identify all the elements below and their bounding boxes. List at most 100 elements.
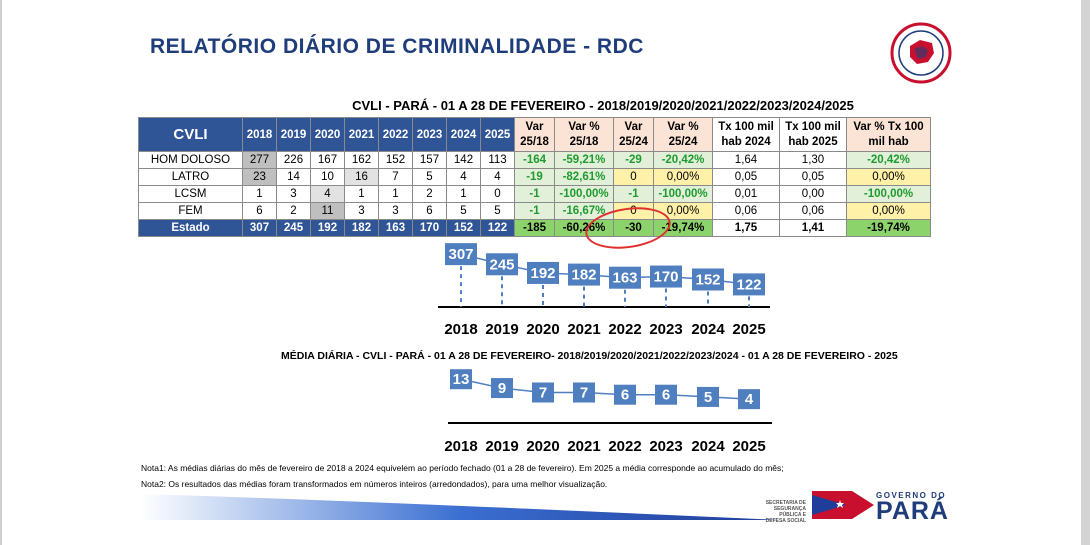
year-header: 2020 <box>310 117 345 152</box>
table-cell: 23 <box>242 168 277 186</box>
row-label: LATRO <box>138 168 243 186</box>
table-cell: 245 <box>276 219 311 237</box>
data-point-box <box>573 382 595 403</box>
cvli-header: CVLI <box>138 117 243 152</box>
table-cell: 192 <box>310 219 345 237</box>
table-cell: 4 <box>310 185 345 203</box>
x-tick-label: 2024 <box>691 438 725 455</box>
x-tick-label: 2024 <box>691 321 725 338</box>
year-header: 2024 <box>446 117 481 152</box>
table-cell: -29 <box>613 151 654 169</box>
year-header: 2022 <box>378 117 413 152</box>
data-label: 182 <box>571 267 596 284</box>
data-label: 5 <box>704 389 712 406</box>
table-cell: 0,00% <box>653 202 713 220</box>
cvli-table: CVLI 2018 2019 2020 2021 2022 2023 2024 … <box>138 117 931 237</box>
table-cell: 226 <box>276 151 311 169</box>
series-line <box>460 378 750 400</box>
table-cell: 122 <box>480 219 515 237</box>
data-label: 122 <box>736 276 761 293</box>
x-tick-label: 2023 <box>649 438 683 455</box>
table-cell: 277 <box>242 151 277 169</box>
table-cell: 182 <box>344 219 379 237</box>
data-point: 4 <box>738 389 760 410</box>
table-cell: 152 <box>378 151 413 169</box>
table-row: FEM 6 2 11 3 3 6 5 5 -1 -16,67% 0 0,00% … <box>138 202 931 220</box>
data-point: 5 <box>697 386 719 407</box>
data-point-box <box>491 378 513 399</box>
data-point: 6 <box>655 384 677 405</box>
data-point: 245 <box>486 253 518 276</box>
data-point: 9 <box>491 378 513 399</box>
data-point: 307 <box>445 243 477 266</box>
varp-25-24-header: Var % 25/24 <box>653 117 713 152</box>
data-point: 163 <box>609 266 641 289</box>
x-tick-label: 2018 <box>444 321 478 338</box>
table-cell: 3 <box>344 202 379 220</box>
table-cell: 0 <box>480 185 515 203</box>
row-label: FEM <box>138 202 243 220</box>
table-cell: 5 <box>480 202 515 220</box>
table-cell: 157 <box>412 151 447 169</box>
tx-2024-header: Tx 100 mil hab 2024 <box>712 117 780 152</box>
table-cell: 0,05 <box>712 168 780 186</box>
table-cell: 113 <box>480 151 515 169</box>
x-tick-label: 2021 <box>567 321 601 338</box>
table-cell: 307 <box>242 219 277 237</box>
data-point: 13 <box>450 369 472 390</box>
table-cell: -19 <box>514 168 555 186</box>
table-cell: -185 <box>514 219 555 237</box>
varp-25-18-header: Var % 25/18 <box>554 117 614 152</box>
seal-logo-icon <box>890 22 952 84</box>
table-cell: 0,00% <box>846 168 931 186</box>
table-cell: 0 <box>613 202 654 220</box>
row-label: LCSM <box>138 185 243 203</box>
tx-2025-header: Tx 100 mil hab 2025 <box>779 117 847 152</box>
total-row: Estado 307 245 192 182 163 170 152 122 -… <box>138 219 931 237</box>
table-cell: 2 <box>412 185 447 203</box>
var-25-24-header: Var 25/24 <box>613 117 654 152</box>
x-tick-label: 2025 <box>732 438 766 455</box>
table-cell: -100,00% <box>554 185 614 203</box>
data-label: 7 <box>580 385 588 402</box>
x-tick-label: 2022 <box>608 321 642 338</box>
data-point-box <box>650 265 682 288</box>
governo-text: GOVERNO DO <box>876 491 947 500</box>
data-label: 4 <box>745 391 754 408</box>
data-point-box <box>568 263 600 286</box>
table-cell: -60,26% <box>554 219 614 237</box>
table-cell: -59,21% <box>554 151 614 169</box>
x-tick-label: 2021 <box>567 438 601 455</box>
table-cell: 1,75 <box>712 219 780 237</box>
table-cell: -19,74% <box>846 219 931 237</box>
data-point-box <box>733 273 765 296</box>
table-cell: 0,06 <box>779 202 847 220</box>
table-cell: 2 <box>276 202 311 220</box>
x-tick-label: 2020 <box>526 438 560 455</box>
table-cell: 1 <box>446 185 481 203</box>
data-point: 152 <box>692 268 724 291</box>
table-cell: 163 <box>378 219 413 237</box>
table-cell: 6 <box>242 202 277 220</box>
table-cell: 0,06 <box>712 202 780 220</box>
table-cell: 0,05 <box>779 168 847 186</box>
x-tick-label: 2020 <box>526 321 560 338</box>
data-point-box <box>655 384 677 405</box>
data-label: 152 <box>695 271 720 288</box>
table-cell: 0,00% <box>653 168 713 186</box>
table-cell: 142 <box>446 151 481 169</box>
page-title: RELATÓRIO DIÁRIO DE CRIMINALIDADE - RDC <box>150 35 644 58</box>
data-label: 7 <box>539 385 547 402</box>
varp-tx-header: Var % Tx 100 mil hab <box>846 117 931 152</box>
table-cell: 5 <box>412 168 447 186</box>
data-point-box <box>738 389 760 410</box>
table-cell: 1 <box>378 185 413 203</box>
table-cell: 167 <box>310 151 345 169</box>
table-cell: 1 <box>344 185 379 203</box>
footer-swoosh <box>140 494 780 520</box>
x-tick-label: 2019 <box>485 321 519 338</box>
table-cell: 5 <box>446 202 481 220</box>
data-label: 163 <box>612 270 637 287</box>
data-label: 170 <box>653 269 678 286</box>
table-cell: 0,00 <box>779 185 847 203</box>
